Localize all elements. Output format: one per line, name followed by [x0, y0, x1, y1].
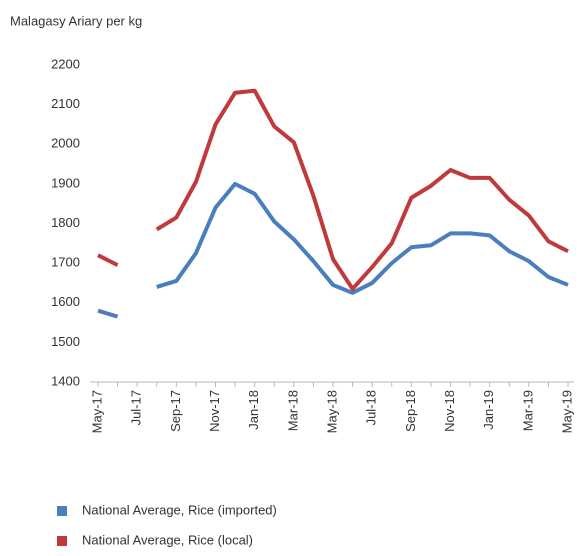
x-tick-label: Nov-18: [442, 390, 457, 432]
y-tick-label: 1800: [51, 215, 80, 230]
legend-label: National Average, Rice (local): [82, 532, 253, 547]
y-tick-label: 2200: [51, 56, 80, 71]
legend-label: National Average, Rice (imported): [82, 502, 277, 517]
x-tick-label: May-19: [559, 390, 574, 433]
y-tick-label: 2000: [51, 136, 80, 151]
legend-swatch: [57, 536, 67, 546]
y-tick-label: 1500: [51, 334, 80, 349]
y-tick-label: 1600: [51, 294, 80, 309]
y-tick-label: 1900: [51, 175, 80, 190]
x-tick-label: Sep-18: [403, 390, 418, 432]
x-tick-label: Jan-19: [481, 390, 496, 430]
y-tick-label: 2100: [51, 96, 80, 111]
y-tick-label: 1700: [51, 255, 80, 270]
x-tick-label: Mar-18: [285, 390, 300, 431]
x-tick-label: Sep-17: [168, 390, 183, 432]
x-tick-label: Nov-17: [207, 390, 222, 432]
x-tick-label: Jan-18: [246, 390, 261, 430]
line-series: [97, 181, 569, 319]
line-series: [97, 88, 569, 291]
chart-title: Malagasy Ariary per kg: [10, 13, 142, 28]
x-tick-label: Jul-17: [129, 390, 144, 425]
y-tick-label: 1400: [51, 373, 80, 388]
x-tick-label: Jul-18: [364, 390, 379, 425]
legend-swatch: [57, 506, 67, 516]
x-tick-label: May-17: [89, 390, 104, 433]
x-tick-label: May-18: [324, 390, 339, 433]
x-tick-label: Mar-19: [520, 390, 535, 431]
